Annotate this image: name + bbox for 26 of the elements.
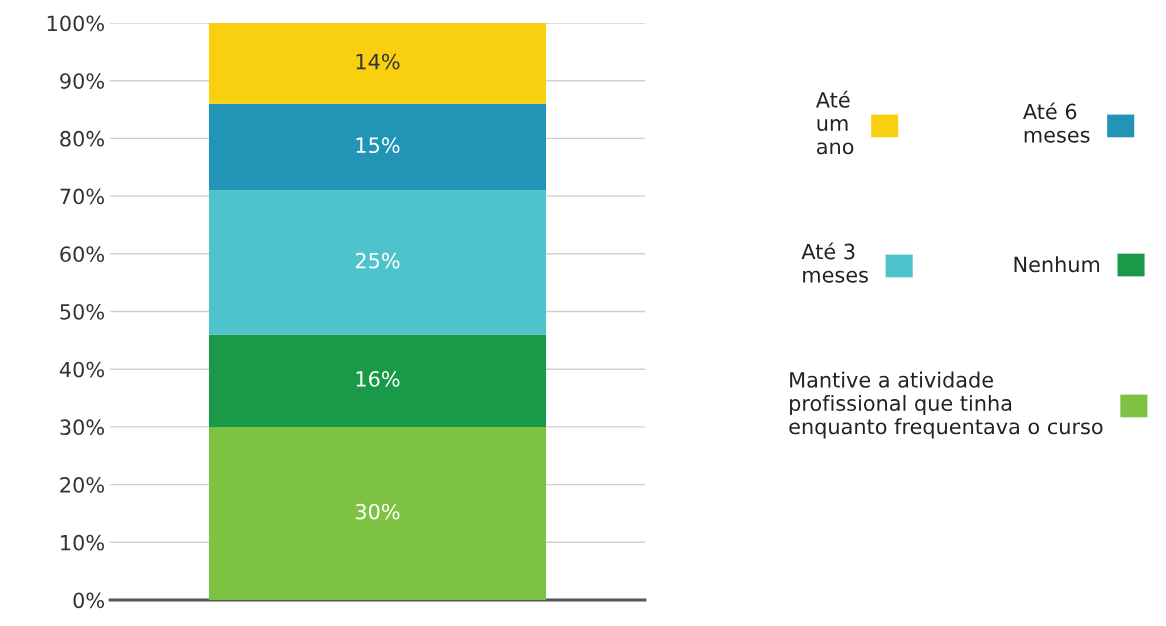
y-tick-label: 50% bbox=[60, 303, 104, 320]
data-label: 16% bbox=[356, 371, 400, 387]
legend-label: Até 6 meses bbox=[1023, 102, 1090, 143]
bar bbox=[208, 23, 547, 104]
data-label: 15% bbox=[356, 137, 400, 154]
y-tick-label: 80% bbox=[60, 130, 104, 147]
data-label: 25% bbox=[355, 252, 400, 269]
data-label: 30% bbox=[355, 503, 400, 520]
legend-label: Nenhum bbox=[1014, 256, 1100, 273]
y-tick-label: 20% bbox=[60, 477, 104, 493]
legend-label: Até 3 meses bbox=[801, 242, 868, 283]
bar bbox=[208, 190, 547, 335]
data-label: 14% bbox=[356, 53, 400, 70]
y-tick-label: 70% bbox=[60, 188, 104, 205]
y-tick-label: 90% bbox=[60, 73, 104, 89]
bar bbox=[208, 426, 547, 600]
y-tick-label: 40% bbox=[59, 361, 104, 378]
legend-label: Mantive a atividade profissional que tinha enquanto frequentava o curso bbox=[789, 371, 1103, 439]
bar bbox=[208, 103, 547, 191]
y-tick-label: 100% bbox=[47, 15, 104, 32]
legend-label: Até um ano bbox=[815, 90, 854, 155]
y-tick-label: 60% bbox=[60, 246, 104, 263]
bar bbox=[208, 334, 547, 427]
y-tick-label: 10% bbox=[61, 534, 104, 551]
y-tick-label: 30% bbox=[60, 419, 104, 436]
y-tick-label: 0% bbox=[73, 592, 104, 609]
